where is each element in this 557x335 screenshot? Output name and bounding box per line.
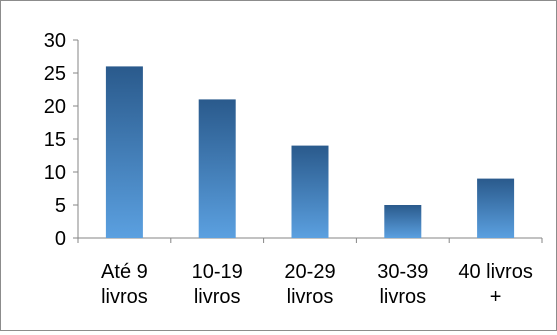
bar [384, 205, 422, 238]
bar-chart: 0 5 10 15 20 25 30 Até 9 livros 10-19 livros 20-29… [44, 30, 543, 308]
bar [105, 66, 143, 239]
x-tick-label: Até 9 livros [101, 261, 148, 308]
y-tick-label: 30 [44, 30, 66, 52]
y-tick-label: 5 [55, 195, 66, 217]
x-axis [77, 237, 543, 243]
x-tick-label: 10-19 livros [192, 261, 243, 308]
bar [477, 178, 515, 238]
x-tick-label: 20-29 livros [284, 261, 335, 308]
y-tick-label: 10 [44, 162, 66, 184]
y-axis: 0 5 10 15 20 25 30 [44, 30, 79, 250]
bar [291, 145, 329, 238]
y-tick-label: 15 [44, 129, 66, 151]
x-tick-label: 40 livros + [458, 261, 532, 308]
bars [105, 66, 515, 239]
y-tick-label: 0 [55, 228, 66, 250]
x-tick-labels: Até 9 livros 10-19 livros 20-29 livros 30-39 li… [101, 261, 533, 308]
y-tick-label: 20 [44, 96, 66, 118]
x-tick-label: 30-39 livros [377, 261, 428, 308]
y-tick-label: 25 [44, 63, 66, 85]
bar [198, 99, 236, 239]
